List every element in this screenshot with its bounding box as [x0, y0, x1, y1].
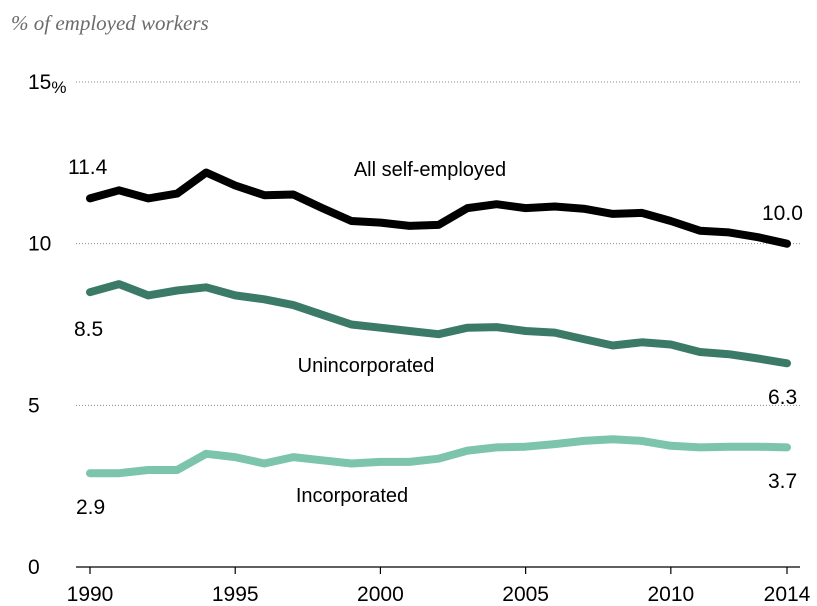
series-name-label: Unincorporated	[298, 355, 435, 377]
y-tick-label: 10	[28, 233, 51, 256]
label-layer: All self-employed Unincorporated Incorpora…	[68, 156, 803, 519]
y-tick-label: 0	[28, 556, 40, 579]
series-line-all-self-employed	[86, 168, 791, 248]
x-tick-label: 1990	[67, 583, 114, 606]
x-tick-label: 2005	[502, 583, 549, 606]
end-value-label: 3.7	[768, 470, 797, 493]
chart-subtitle: % of employed workers	[11, 11, 209, 35]
end-value-label: 10.0	[762, 202, 803, 225]
y-tick-label: 5	[28, 394, 40, 417]
series-name-label: All self-employed	[354, 159, 506, 181]
series-line-incorporated	[86, 435, 791, 478]
axis-layer: 0 5 10 15% 1990 1995 2000 2005 2010 2014	[28, 71, 811, 606]
x-tick-label: 2000	[357, 583, 404, 606]
series-layer	[86, 168, 791, 478]
y-tick-label-top: 15%	[28, 71, 66, 97]
series-name-label: Incorporated	[296, 485, 408, 507]
x-tick-label: 2014	[764, 583, 811, 606]
start-value-label: 8.5	[74, 318, 103, 341]
grid-layer	[76, 81, 800, 406]
start-value-label: 2.9	[76, 496, 105, 519]
end-value-label: 6.3	[768, 386, 797, 409]
x-tick-label: 2010	[647, 583, 694, 606]
series-line-unincorporated	[86, 280, 791, 368]
start-value-label: 11.4	[68, 156, 108, 179]
x-tick-label: 1995	[212, 583, 259, 606]
